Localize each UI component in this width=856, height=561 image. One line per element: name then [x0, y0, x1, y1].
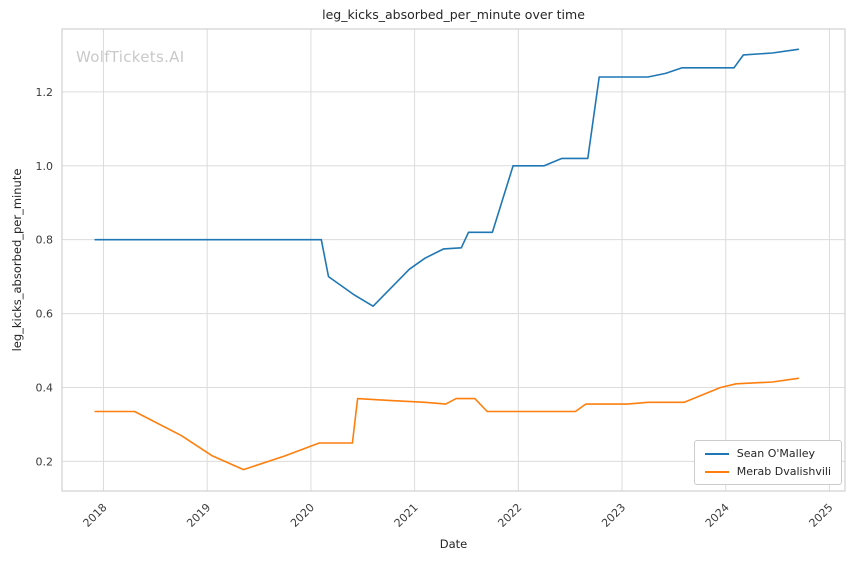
- x-tick-label: 2022: [495, 501, 524, 530]
- legend-item: Merab Dvalishvili: [704, 465, 831, 478]
- series-line: [94, 48, 800, 307]
- legend-label: Sean O'Malley: [736, 447, 816, 460]
- y-tick-label: 0.4: [36, 382, 54, 395]
- y-tick-label: 0.2: [36, 455, 54, 468]
- x-axis-label: Date: [439, 537, 468, 551]
- y-tick-label: 1.0: [36, 160, 54, 173]
- x-tick-label: 2019: [184, 501, 213, 530]
- x-tick-label: 2020: [288, 501, 317, 530]
- y-axis-label: leg_kicks_absorbed_per_minute: [10, 168, 24, 352]
- series-line: [94, 377, 800, 471]
- x-tick-label: 2025: [807, 501, 836, 530]
- y-tick-label: 0.6: [36, 308, 54, 321]
- x-tick-label: 2024: [703, 501, 732, 530]
- x-tick-label: 2018: [81, 501, 110, 530]
- watermark: WolfTickets.AI: [76, 48, 185, 66]
- y-tick-label: 1.2: [36, 86, 54, 99]
- legend: Sean O'Malley Merab Dvalishvili: [693, 440, 842, 485]
- chart-title: leg_kicks_absorbed_per_minute over time: [322, 7, 585, 22]
- x-tick-label: 2021: [392, 501, 421, 530]
- plot-border: [61, 28, 846, 492]
- legend-item: Sean O'Malley: [704, 447, 831, 460]
- legend-line-swatch: [704, 470, 729, 473]
- y-tick-label: 0.8: [36, 234, 54, 247]
- x-tick-label: 2023: [599, 501, 628, 530]
- legend-label: Merab Dvalishvili: [736, 465, 831, 478]
- legend-line-swatch: [704, 452, 729, 455]
